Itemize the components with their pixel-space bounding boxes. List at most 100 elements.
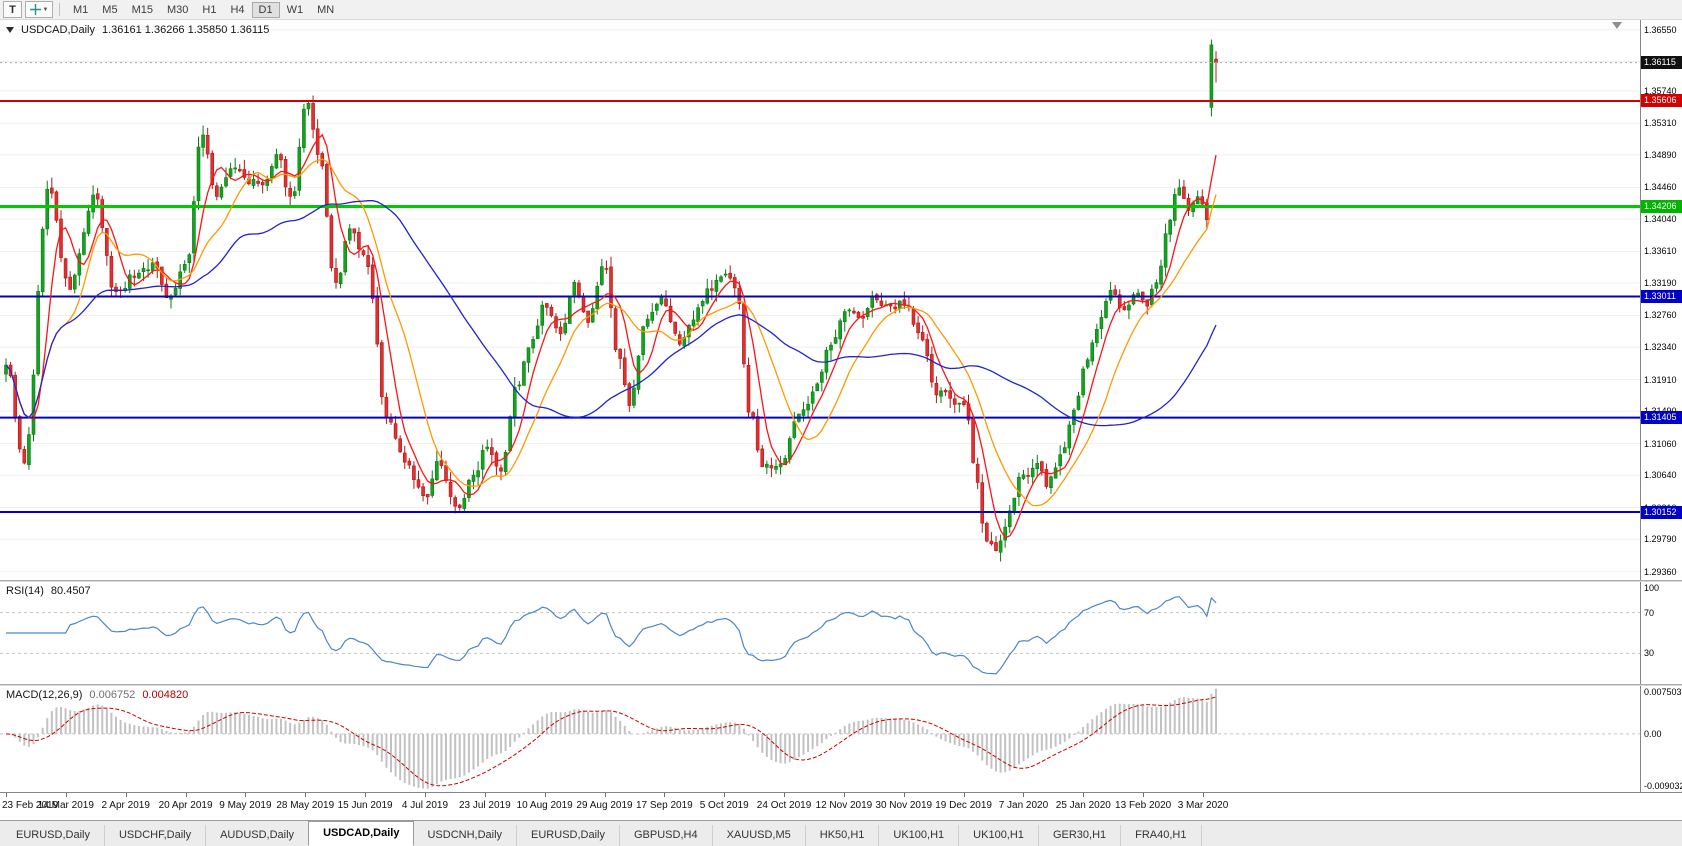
macd-pane-separator[interactable] <box>0 684 1682 686</box>
price-scale-tick: 1.35310 <box>1644 118 1677 129</box>
date-label: 25 Jan 2020 <box>1055 800 1111 811</box>
level-lines[interactable] <box>0 62 1640 514</box>
price-tag[interactable]: 1.35606 <box>1641 94 1682 108</box>
macd-name: MACD(12,26,9) <box>6 689 83 701</box>
price-tag[interactable]: 1.31405 <box>1641 411 1682 425</box>
chart-tab[interactable]: EURUSD,Daily <box>2 825 105 846</box>
date-label: 19 Dec 2019 <box>935 800 992 811</box>
price-scale-tick: 1.34040 <box>1644 213 1677 224</box>
rsi-indicator-label: RSI(14) 80.4507 <box>6 585 91 597</box>
chart-tab[interactable]: HK50,H1 <box>806 825 880 846</box>
chart-toolbar: T ▼ M1 M5 M15 M30 H1 H4 D1 W1 MN <box>0 0 1682 20</box>
date-label: 28 May 2019 <box>276 800 335 811</box>
date-label: 23 Jul 2019 <box>458 800 511 811</box>
price-tag[interactable]: 1.36115 <box>1641 56 1682 70</box>
price-scale-tick: 1.30640 <box>1644 470 1677 481</box>
date-label: 30 Nov 2019 <box>875 800 933 811</box>
chart-shift-marker[interactable] <box>1612 22 1622 29</box>
time-axis[interactable]: 23 Feb 2019 14 Mar 2019 2 Apr 2019 20 Apr 2… <box>0 792 1682 820</box>
date-tick <box>125 793 127 797</box>
chart-tab[interactable]: USDCAD,Daily <box>308 821 415 846</box>
date-label: 29 Aug 2019 <box>576 800 633 811</box>
date-label: 5 Oct 2019 <box>699 800 749 811</box>
date-label: 23 Feb 2019 <box>2 800 59 811</box>
chart-title: USDCAD,Daily 1.36161 1.36266 1.35850 1.3… <box>6 24 269 36</box>
timeframe-button-h1[interactable]: H1 <box>202 3 217 16</box>
chart-tab[interactable]: XAUUSD,M5 <box>713 825 806 846</box>
timeframe-button-h4[interactable]: H4 <box>230 3 245 16</box>
ma-line-6 <box>5 133 1217 539</box>
chart-tab[interactable]: UK100,H1 <box>959 825 1039 846</box>
timeframe-button-d1[interactable]: D1 <box>251 1 280 18</box>
date-label: 17 Sep 2019 <box>635 800 693 811</box>
date-tick <box>305 793 307 797</box>
text-tool-button[interactable]: T <box>3 1 22 18</box>
macd-signal-line <box>5 696 1217 787</box>
chart-tab[interactable]: GER30,H1 <box>1039 825 1122 846</box>
timeframe-button-w1[interactable]: W1 <box>286 3 304 16</box>
one-click-trading-arrow-icon[interactable] <box>6 27 14 33</box>
chart-tab[interactable]: AUDUSD,Daily <box>206 825 310 846</box>
candles <box>4 39 1218 562</box>
date-tick <box>724 793 726 797</box>
price-tag[interactable]: 1.33011 <box>1641 290 1682 304</box>
chart-window: USDCAD,Daily 1.36161 1.36266 1.35850 1.3… <box>0 20 1682 820</box>
price-tag[interactable]: 1.34206 <box>1641 199 1682 213</box>
crosshair-tool-button[interactable]: ▼ <box>25 1 53 18</box>
date-label: 9 May 2019 <box>219 800 272 811</box>
rsi-pane <box>0 596 1640 675</box>
price-scale-tick: 1.32760 <box>1644 310 1677 321</box>
date-label: 7 Jan 2020 <box>998 800 1049 811</box>
date-tick <box>1203 793 1204 797</box>
chart-tab[interactable]: UK100,H1 <box>879 825 960 846</box>
timeframe-button-m30[interactable]: M30 <box>166 3 189 16</box>
date-label: 3 Mar 2020 <box>1177 800 1229 811</box>
chart-tab-bar: EURUSD,Daily USDCHF,Daily AUDUSD,Daily USDC… <box>0 820 1682 846</box>
date-tick <box>544 793 546 797</box>
chart-tab[interactable]: USDCNH,Daily <box>413 825 518 846</box>
timeframe-button-group: M1 M5 M15 M30 H1 H4 D1 W1 MN <box>66 1 341 18</box>
price-scale-tick: 1.33190 <box>1644 278 1677 289</box>
timeframe-button-m5[interactable]: M5 <box>102 3 118 16</box>
chart-tab[interactable]: FRA40,H1 <box>1121 825 1202 846</box>
timeframe-button-mn[interactable]: MN <box>317 3 335 16</box>
date-tick <box>843 793 845 797</box>
price-axis[interactable]: 1.365501.361301.357401.353101.348901.344… <box>1640 20 1682 820</box>
date-tick <box>185 793 187 797</box>
rsi-scale-tick: 30 <box>1644 648 1655 659</box>
timeframe-button-m1[interactable]: M1 <box>73 3 89 16</box>
date-label: 10 Aug 2019 <box>516 800 573 811</box>
chart-ohlc-values: 1.36161 1.36266 1.35850 1.36115 <box>101 24 270 36</box>
rsi-line <box>6 596 1217 675</box>
timeframe-button-m15[interactable]: M15 <box>131 3 153 16</box>
toolbar-separator <box>59 3 60 16</box>
date-tick <box>784 793 786 797</box>
date-label: 12 Nov 2019 <box>815 800 873 811</box>
chart-canvas[interactable] <box>0 20 1640 792</box>
ma-line-14 <box>5 158 1217 507</box>
text-tool-icon: T <box>9 3 16 16</box>
price-scale-tick: 1.29360 <box>1644 566 1677 577</box>
date-label: 14 Mar 2019 <box>37 800 94 811</box>
price-scale-tick: 1.32340 <box>1644 342 1677 353</box>
rsi-pane-separator[interactable] <box>0 580 1682 582</box>
price-gridlines <box>0 29 1640 573</box>
date-tick <box>6 793 7 797</box>
rsi-scale-tick: 100 <box>1644 583 1660 593</box>
date-tick <box>245 793 247 797</box>
macd-signal-value: 0.004820 <box>142 689 189 701</box>
price-scale-tick: 1.29790 <box>1644 534 1677 545</box>
date-tick <box>484 793 486 797</box>
date-tick <box>604 793 606 797</box>
price-tag[interactable]: 1.30152 <box>1641 505 1682 519</box>
macd-pane <box>0 688 1640 789</box>
price-scale-tick: 1.34890 <box>1644 149 1677 160</box>
date-tick <box>365 793 367 797</box>
chart-tab[interactable]: EURUSD,Daily <box>517 825 620 846</box>
chart-tab[interactable]: USDCHF,Daily <box>105 825 207 846</box>
date-tick <box>963 793 965 797</box>
date-label: 2 Apr 2019 <box>101 800 150 811</box>
date-label: 24 Oct 2019 <box>756 800 812 811</box>
price-scale-tick: 1.31060 <box>1644 438 1677 449</box>
chart-tab[interactable]: GBPUSD,H4 <box>620 825 713 846</box>
